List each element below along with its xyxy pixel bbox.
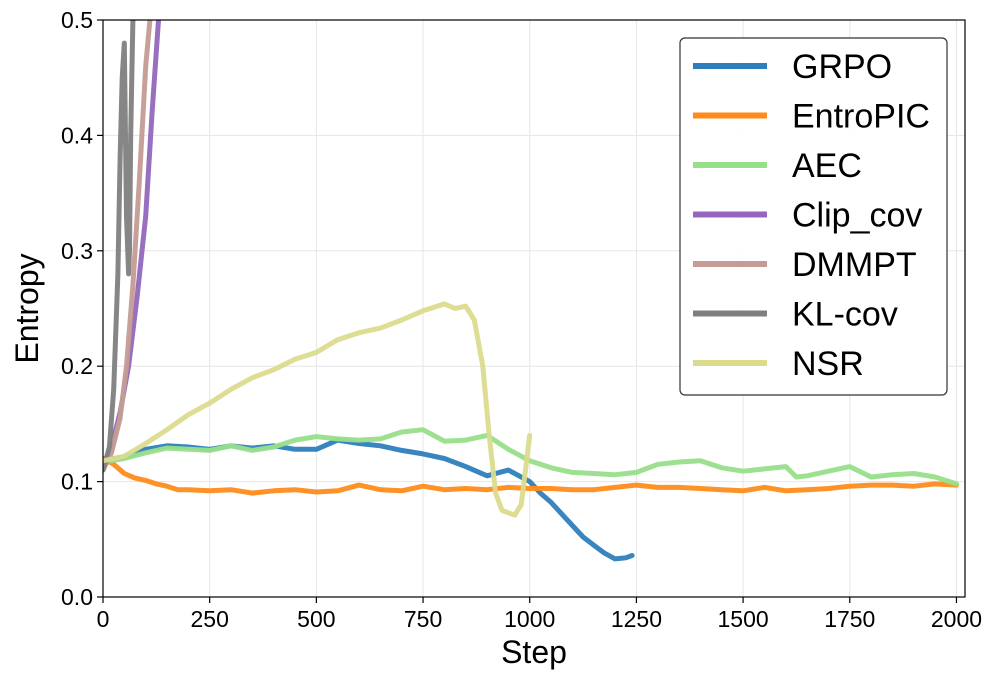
x-tick-label: 0 — [97, 606, 110, 632]
series-line-entropic — [103, 456, 959, 496]
x-tick-label: 1250 — [611, 606, 662, 632]
y-axis-title: Entropy — [9, 253, 45, 363]
legend-label: AEC — [792, 147, 862, 185]
y-tick-label: 0.5 — [61, 7, 93, 33]
axis-ticks: 0 250 500 750 1000 1250 1500 1750 2000 0.0 0.1 0.2 0… — [61, 7, 982, 632]
x-tick-label: 1500 — [718, 606, 769, 632]
y-tick-label: 0.4 — [61, 122, 93, 148]
x-axis-title: Step — [501, 634, 567, 670]
legend-label: EntroPIC — [792, 98, 930, 136]
plot-frame — [102, 19, 966, 598]
legend-label: Clip_cov — [792, 197, 922, 235]
x-tick-label: 1750 — [824, 606, 875, 632]
legend: GRPO EntroPIC AEC Clip_cov DMMPT KL-cov NSR — [679, 37, 948, 396]
x-tick-label: 250 — [190, 606, 228, 632]
x-tick-label: 1000 — [504, 606, 555, 632]
y-tick-label: 0.3 — [61, 238, 93, 264]
legend-label: GRPO — [792, 48, 892, 86]
x-tick-label: 500 — [297, 606, 335, 632]
legend-label: NSR — [792, 345, 864, 383]
x-tick-label: 750 — [404, 606, 442, 632]
series-lines — [103, 20, 959, 562]
series-line-grpo — [103, 437, 635, 562]
legend-box — [679, 37, 948, 396]
legend-label: DMMPT — [792, 246, 917, 284]
y-tick-label: 0.0 — [61, 584, 93, 610]
y-tick-label: 0.2 — [61, 353, 93, 379]
legend-label: KL-cov — [792, 296, 898, 334]
x-tick-label: 2000 — [931, 606, 982, 632]
series-line-dmmpt — [103, 20, 153, 473]
series-line-aec — [103, 427, 959, 487]
series-line-nsr — [103, 301, 533, 518]
y-tick-label: 0.1 — [61, 469, 93, 495]
series-line-kl-cov — [103, 20, 136, 473]
